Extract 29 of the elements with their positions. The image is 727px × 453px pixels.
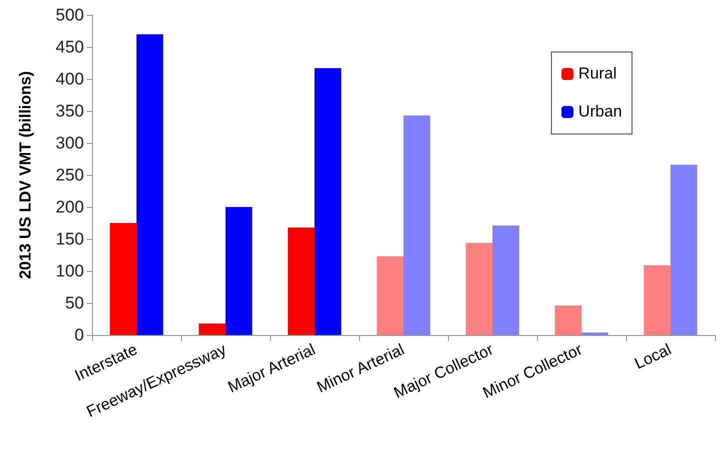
bar: [554, 306, 582, 335]
legend-label: Urban: [578, 104, 622, 120]
bar: [226, 207, 252, 335]
bar: [644, 265, 670, 335]
bar: [582, 332, 608, 335]
y-tick-label: 450: [56, 38, 84, 56]
y-tick-label: 250: [56, 166, 84, 184]
x-tick-label: Local: [632, 341, 674, 373]
y-tick-label: 50: [65, 294, 84, 312]
y-tick-label: 0: [74, 326, 84, 344]
bar: [492, 226, 520, 335]
y-tick-label: 350: [56, 102, 84, 120]
y-axis-title: 2013 US LDV VMT (billions): [18, 70, 34, 280]
bar: [288, 227, 314, 335]
bar: [136, 34, 164, 335]
bar: [110, 223, 136, 335]
y-tick-label: 200: [56, 198, 84, 216]
legend-label: Rural: [578, 66, 617, 82]
y-tick-label: 400: [56, 70, 84, 88]
bar: [404, 115, 430, 335]
bar: [466, 242, 492, 335]
y-tick-label: 300: [56, 134, 84, 152]
bar: [376, 256, 404, 335]
y-tick-label: 100: [56, 262, 84, 280]
y-tick-label: 150: [56, 230, 84, 248]
bar: [670, 164, 698, 335]
bar: [314, 68, 342, 335]
bar: [198, 323, 226, 335]
y-tick-label: 500: [56, 6, 84, 24]
